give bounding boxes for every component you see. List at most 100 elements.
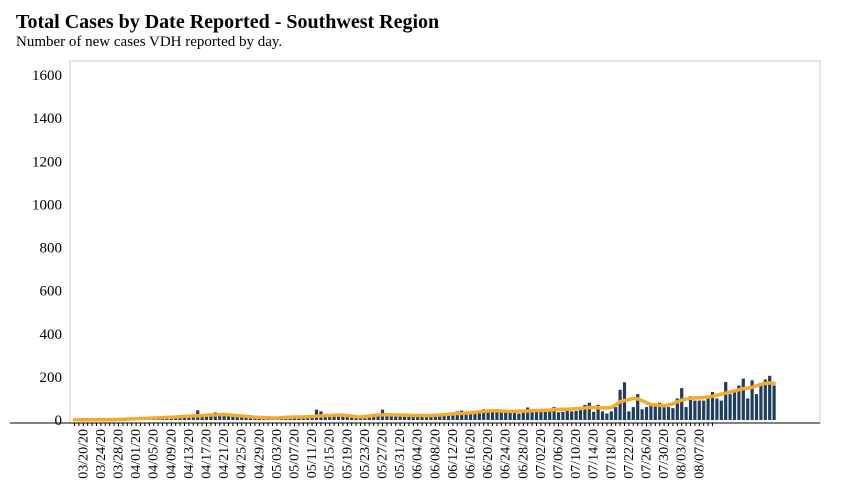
- case-bar: [719, 400, 723, 420]
- case-bar: [200, 416, 204, 420]
- case-bar: [231, 414, 235, 420]
- case-bar: [746, 398, 750, 420]
- x-tick-label: 05/23/20: [358, 429, 373, 479]
- case-bar: [759, 382, 763, 420]
- x-tick-label: 03/20/20: [76, 429, 91, 479]
- case-bar: [218, 413, 222, 420]
- case-bar: [750, 380, 754, 420]
- case-bar: [372, 415, 376, 420]
- x-tick-label: 04/13/20: [182, 429, 197, 479]
- case-bar: [244, 416, 248, 420]
- y-tick-label: 1400: [32, 111, 62, 127]
- case-bar: [741, 378, 745, 420]
- case-bar: [394, 415, 398, 420]
- case-bar: [482, 409, 486, 420]
- case-bar: [446, 415, 451, 420]
- case-bar: [424, 416, 429, 420]
- y-tick-label: 1600: [32, 68, 62, 84]
- case-bar: [341, 415, 345, 420]
- case-bar: [451, 413, 455, 420]
- case-bar: [407, 414, 411, 420]
- case-bar: [499, 410, 503, 420]
- case-bar: [438, 414, 442, 420]
- case-bar: [178, 417, 182, 420]
- case-bar: [627, 411, 631, 421]
- case-bar: [574, 410, 578, 420]
- x-tick-label: 03/24/20: [94, 429, 109, 479]
- case-bar: [688, 396, 693, 420]
- case-bar: [618, 389, 622, 420]
- x-tick-label: 05/31/20: [393, 429, 408, 479]
- case-bar: [570, 411, 574, 421]
- x-tick-label: 07/10/20: [569, 429, 584, 479]
- case-bar: [768, 375, 772, 420]
- case-bar: [240, 416, 244, 420]
- x-tick-label: 05/27/20: [376, 429, 391, 479]
- case-bar: [468, 413, 473, 420]
- x-tick-label: 04/01/20: [129, 429, 144, 479]
- case-bar: [389, 414, 393, 420]
- x-tick-label: 05/03/20: [270, 429, 285, 479]
- case-bar: [543, 411, 547, 421]
- x-tick-label: 04/09/20: [164, 429, 179, 479]
- y-tick-label: 1200: [32, 154, 62, 170]
- case-bar: [455, 411, 459, 421]
- case-bar: [328, 414, 332, 420]
- case-bar: [460, 410, 464, 420]
- case-bar: [204, 416, 209, 420]
- case-bar: [737, 385, 741, 420]
- case-bar: [521, 412, 525, 420]
- case-bar: [732, 391, 737, 420]
- case-bar: [671, 408, 675, 420]
- x-tick-label: 04/29/20: [252, 429, 267, 479]
- case-bar: [592, 411, 596, 420]
- case-bar: [398, 413, 402, 420]
- x-tick-label: 07/18/20: [604, 429, 619, 479]
- case-bar: [209, 415, 213, 420]
- case-bar: [658, 402, 662, 420]
- case-bar: [763, 379, 767, 420]
- case-bar: [517, 413, 521, 420]
- case-bar: [363, 418, 367, 420]
- plot-border: [69, 60, 821, 424]
- case-bar: [191, 416, 195, 420]
- case-bar: [702, 400, 706, 420]
- case-bar: [336, 413, 341, 420]
- y-tick-label: 800: [40, 241, 63, 257]
- x-tick-label: 07/02/20: [534, 429, 549, 479]
- case-bar: [187, 416, 191, 420]
- case-bar: [539, 410, 543, 420]
- x-tick-label: 06/28/20: [516, 429, 531, 479]
- y-tick-label: 200: [40, 370, 63, 386]
- x-tick-label: 05/07/20: [288, 429, 303, 479]
- case-bar: [605, 413, 609, 420]
- x-tick-label: 07/06/20: [552, 429, 567, 479]
- y-tick-label: 0: [55, 413, 63, 429]
- x-tick-label: 05/15/20: [323, 429, 338, 479]
- x-tick-label: 07/30/20: [657, 429, 672, 479]
- x-axis: 03/20/20 03/24/20 03/28/20 04/01/20 04/05/20…: [74, 423, 713, 479]
- case-bar: [226, 413, 231, 420]
- x-tick-label: 03/28/20: [112, 429, 127, 479]
- case-bar: [684, 407, 688, 420]
- case-bar: [561, 411, 565, 420]
- case-bar: [578, 410, 583, 420]
- case-bar: [644, 407, 649, 420]
- x-tick-label: 06/24/20: [499, 429, 514, 479]
- case-bar: [587, 402, 591, 420]
- moving-average-line: [72, 381, 776, 422]
- case-bar: [442, 415, 446, 420]
- plot-frame: [10, 60, 821, 424]
- x-tick-label: 06/12/20: [446, 429, 461, 479]
- case-bar: [376, 414, 380, 420]
- x-tick-label: 06/20/20: [481, 429, 496, 479]
- case-bar: [526, 407, 530, 420]
- case-bar: [693, 400, 697, 420]
- case-bar: [182, 417, 187, 420]
- x-tick-label: 07/26/20: [640, 429, 655, 479]
- case-bar: [358, 417, 363, 420]
- case-bar: [710, 391, 715, 420]
- x-tick-label: 08/03/20: [675, 429, 690, 479]
- case-bar: [411, 415, 415, 420]
